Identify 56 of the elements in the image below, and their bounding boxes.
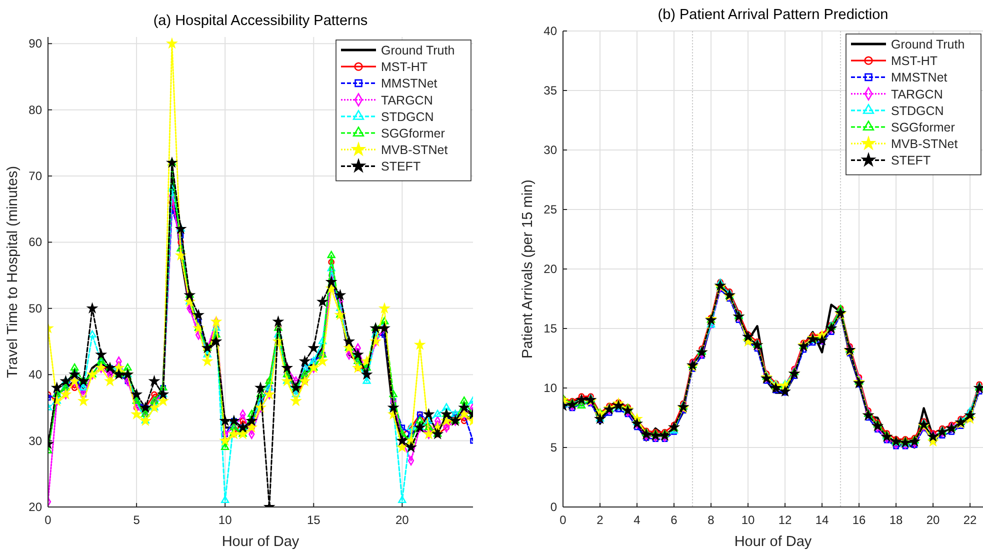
y-tick-label: 25 (544, 202, 558, 216)
y-tick-label: 90 (28, 36, 42, 51)
x-tick-label: 14 (815, 513, 830, 527)
x-tick-label: 22 (963, 513, 978, 527)
x-tick-label: 16 (852, 513, 866, 527)
y-tick-label: 50 (28, 301, 42, 316)
y-tick-label: 20 (28, 500, 42, 514)
legend-label: MVB-STNet (381, 143, 448, 158)
x-tick-label: 8 (708, 513, 715, 527)
y-tick-label: 5 (550, 440, 558, 454)
y-tick-label: 70 (28, 169, 42, 184)
legend-label: MVB-STNet (891, 137, 958, 152)
legend-label: Ground Truth (381, 44, 455, 58)
y-tick-label: 0 (550, 500, 558, 514)
legend-label: MMSTNet (891, 70, 948, 85)
x-tick-label: 0 (44, 513, 52, 527)
y-tick-label: 40 (544, 24, 558, 38)
legend-label: SGGformer (381, 126, 445, 140)
x-tick-label: 0 (560, 513, 567, 527)
y-tick-label: 60 (28, 235, 42, 250)
x-tick-label: 4 (634, 513, 641, 527)
x-tick-label: 15 (306, 513, 321, 527)
y-tick-label: 80 (28, 102, 42, 117)
legend-label: MST-HT (381, 60, 428, 74)
x-axis-title: Hour of Day (734, 534, 812, 550)
x-tick-label: 2 (596, 513, 604, 527)
y-tick-label: 15 (544, 322, 558, 336)
y-tick-label: 35 (544, 84, 558, 98)
legend-label: SGGformer (891, 120, 955, 134)
legend-label: STDGCN (891, 104, 944, 118)
legend-label: STEFT (381, 160, 421, 174)
legend-label: MST-HT (891, 54, 938, 68)
x-tick-label: 10 (218, 513, 232, 527)
y-tick-label: 20 (544, 262, 558, 276)
x-axis-title: Hour of Day (222, 534, 300, 550)
legend-label: STEFT (891, 154, 931, 168)
y-axis-title: Travel Time to Hospital (minutes) (5, 166, 21, 378)
x-tick-label: 18 (889, 513, 904, 527)
legend-label: TARGCN (891, 87, 943, 102)
chart-title: (a) Hospital Accessibility Patterns (153, 13, 368, 29)
y-tick-label: 40 (28, 368, 42, 382)
x-tick-label: 10 (741, 513, 756, 527)
x-tick-label: 20 (926, 513, 940, 527)
chart-title: (b) Patient Arrival Pattern Prediction (658, 7, 888, 23)
y-tick-label: 30 (28, 434, 42, 448)
x-tick-label: 12 (778, 513, 792, 527)
x-tick-label: 5 (133, 513, 140, 527)
y-tick-label: 30 (544, 143, 558, 157)
x-tick-label: 20 (395, 513, 410, 527)
y-tick-label: 10 (544, 381, 558, 395)
legend-label: MMSTNet (381, 76, 438, 91)
x-tick-label: 6 (670, 513, 678, 527)
y-axis-title: Patient Arrivals (per 15 min) (520, 180, 536, 358)
legend-label: Ground Truth (891, 38, 965, 52)
legend-label: TARGCN (381, 93, 433, 108)
legend-label: STDGCN (381, 110, 434, 124)
